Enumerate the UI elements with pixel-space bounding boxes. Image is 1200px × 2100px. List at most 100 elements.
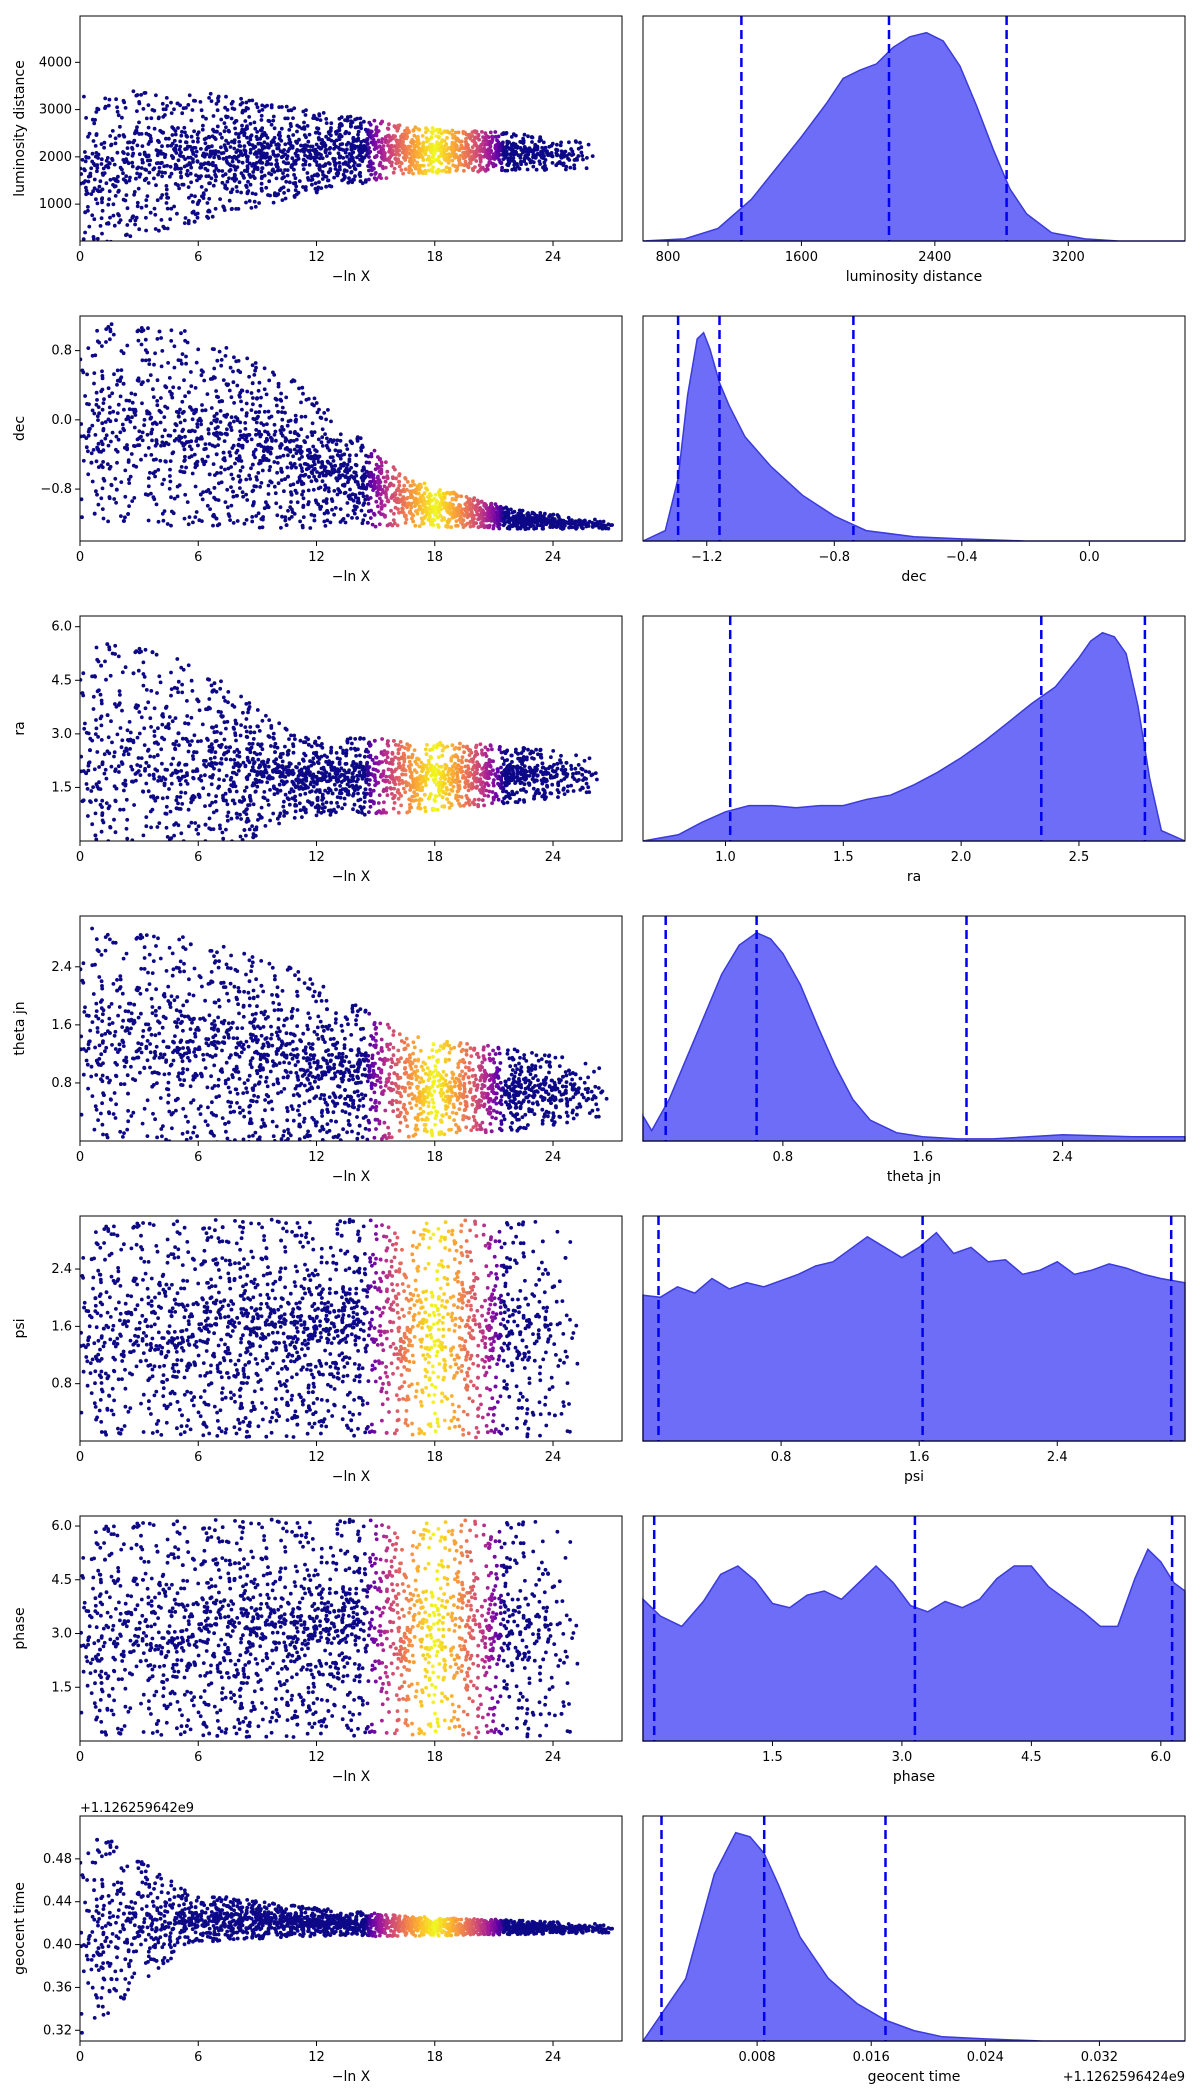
scatter-point (260, 166, 265, 171)
scatter-point (576, 154, 581, 158)
scatter-point (517, 518, 522, 523)
scatter-point (126, 161, 131, 166)
scatter-point (459, 139, 464, 144)
scatter-point (178, 420, 183, 425)
scatter-point (493, 520, 497, 525)
scatter-point (421, 140, 426, 145)
scatter-point (169, 781, 174, 786)
scatter-point (437, 135, 441, 139)
scatter-point (447, 166, 452, 171)
scatter-point (358, 148, 363, 152)
scatter-point (253, 368, 257, 373)
scatter-point (426, 154, 431, 159)
scatter-point (165, 206, 170, 211)
scatter-point (287, 180, 292, 185)
scatter-point (163, 107, 168, 112)
scatter-point (239, 171, 244, 176)
scatter-point (169, 206, 174, 211)
scatter-point (291, 162, 295, 167)
scatter-point (112, 162, 117, 167)
scatter-point (429, 144, 433, 149)
scatter-point (296, 449, 300, 453)
scatter-point (317, 474, 322, 479)
scatter-point (315, 117, 320, 122)
scatter-point (254, 134, 259, 139)
scatter-point (155, 378, 160, 383)
scatter-point (468, 524, 473, 529)
scatter-point (367, 168, 371, 173)
scatter-point (90, 245, 94, 249)
scatter-point (326, 408, 330, 412)
scatter-point (227, 514, 232, 518)
scatter-point (138, 764, 143, 769)
scatter-point (476, 169, 481, 174)
scatter-point (241, 760, 246, 765)
scatter-point (580, 521, 585, 525)
scatter-point (215, 358, 220, 363)
scatter-point (123, 178, 128, 183)
scatter-point (336, 469, 341, 474)
scatter-point (286, 134, 291, 139)
scatter-point (286, 188, 291, 193)
scatter-point (151, 395, 156, 399)
scatter-point (435, 170, 440, 175)
scatter-point (352, 476, 357, 481)
scatter-point (434, 501, 438, 506)
scatter-point (158, 420, 163, 425)
scatter-point (305, 171, 310, 175)
scatter-point (108, 134, 113, 138)
scatter-point (143, 337, 148, 342)
scatter-point (330, 440, 335, 444)
scatter-point (167, 136, 171, 141)
scatter-point (312, 474, 316, 479)
scatter-point (520, 508, 525, 513)
scatter-point (243, 149, 248, 153)
scatter-point (454, 144, 458, 149)
scatter-point (286, 108, 291, 113)
scatter-point (133, 407, 138, 412)
scatter-point (321, 140, 326, 145)
scatter-point (245, 356, 250, 361)
scatter-point (307, 132, 312, 137)
scatter-point (203, 442, 208, 446)
scatter-point (104, 158, 109, 163)
scatter-point (364, 460, 369, 465)
scatter-point (267, 378, 272, 383)
scatter-point (130, 164, 135, 169)
scatter-point (550, 154, 555, 158)
scatter-point (283, 196, 288, 201)
scatter-point (386, 143, 390, 148)
scatter-point (474, 521, 478, 525)
scatter-point (220, 169, 225, 173)
scatter-point (157, 170, 162, 174)
scatter-point (244, 413, 249, 418)
scatter-point (113, 136, 118, 141)
scatter-point (384, 460, 388, 465)
scatter-point (306, 139, 311, 144)
scatter-point (302, 439, 307, 443)
scatter-point (186, 663, 191, 668)
scatter-point (219, 363, 224, 368)
scatter-point (235, 189, 240, 194)
scatter-point (115, 109, 120, 114)
scatter-point (428, 162, 433, 166)
scatter-point (338, 520, 343, 524)
scatter-point (126, 152, 130, 157)
scatter-point (223, 105, 228, 110)
scatter-point (189, 165, 194, 170)
scatter-point (137, 152, 142, 157)
scatter-point (278, 505, 283, 510)
scatter-point (503, 168, 508, 173)
scatter-point (172, 204, 177, 209)
scatter-point (355, 144, 360, 149)
scatter-point (301, 515, 306, 519)
scatter-point (137, 227, 142, 232)
scatter-point (254, 365, 258, 370)
scatter-point (525, 516, 530, 521)
scatter-point (590, 525, 595, 529)
scatter-point (324, 121, 329, 125)
scatter-point (248, 477, 253, 481)
scatter-point (133, 222, 138, 227)
scatter-point (464, 132, 469, 137)
scatter-point (401, 502, 405, 507)
